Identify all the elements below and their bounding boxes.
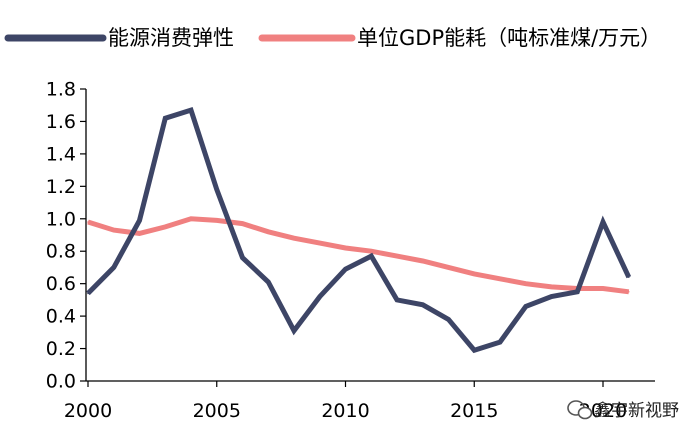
data-point-series-1 (87, 292, 89, 295)
data-point-series-1 (190, 109, 192, 111)
data-point-series-1 (164, 117, 167, 119)
data-point-series-1 (396, 299, 398, 301)
y-tick-label: 1.2 (46, 176, 76, 198)
y-tick-label: 1.6 (46, 111, 76, 133)
series-line-1 (86, 106, 632, 354)
y-tick-label: 0.2 (46, 338, 76, 360)
data-point-series-1 (602, 221, 604, 223)
data-point-series-2 (241, 222, 244, 225)
data-point-series-1 (447, 318, 450, 321)
y-tick-label: 0.6 (46, 273, 76, 295)
data-point-series-2 (215, 219, 218, 222)
y-tick-label: 0.0 (46, 371, 76, 393)
data-point-series-1 (524, 305, 527, 308)
data-point-series-2 (267, 230, 270, 233)
watermark-text: 鑫宇新视野 (594, 401, 679, 421)
data-point-series-2 (473, 273, 476, 275)
axes: 0.0 0.2 0.4 0.6 0.8 1.0 1.2 1.4 1.6 1.8 2000 2005 20… (46, 79, 655, 422)
x-tick-label: 2015 (450, 400, 498, 422)
data-point-series-1 (576, 290, 579, 293)
data-point-series-2 (396, 255, 398, 257)
x-tick-label: 2000 (64, 400, 112, 422)
legend-label-series-1: 能源消费弹性 (108, 26, 234, 50)
y-tick-label: 0.8 (46, 241, 76, 263)
data-point-series-2 (164, 226, 167, 228)
data-point-series-1 (344, 268, 347, 270)
data-point-series-2 (344, 247, 347, 249)
data-point-series-1 (499, 341, 501, 343)
data-point-series-2 (550, 286, 553, 288)
y-tick-label: 0.4 (46, 306, 76, 328)
data-point-series-2 (499, 278, 501, 280)
x-tick-label: 2010 (321, 400, 369, 422)
data-point-series-1 (318, 295, 321, 298)
data-point-series-1 (267, 281, 270, 283)
data-point-series-2 (87, 221, 89, 223)
legend-label-series-2: 单位GDP能耗（吨标准煤/万元） (357, 26, 661, 50)
data-point-series-2 (447, 266, 450, 269)
data-point-series-1 (241, 256, 244, 259)
data-point-series-2 (138, 232, 141, 235)
data-point-series-2 (318, 242, 321, 244)
data-point-series-1 (293, 329, 295, 332)
data-point-series-1 (550, 295, 553, 298)
data-point-series-2 (112, 229, 115, 231)
data-point-series-2 (293, 237, 295, 240)
y-tick-label: 1.8 (46, 79, 76, 101)
data-point-series-2 (602, 287, 604, 290)
data-point-series-1 (421, 303, 424, 306)
data-point-series-1 (473, 349, 476, 351)
data-point-series-2 (524, 282, 527, 285)
x-tick-label: 2005 (193, 400, 241, 422)
data-point-series-2 (421, 260, 424, 262)
data-point-series-2 (370, 250, 373, 253)
y-tick-label: 1.0 (46, 208, 76, 230)
data-point-series-1 (627, 276, 630, 278)
data-point-series-2 (627, 290, 630, 293)
data-point-series-1 (112, 266, 115, 269)
wechat-icon (567, 400, 593, 420)
data-point-series-1 (370, 255, 373, 257)
data-point-series-1 (215, 188, 218, 191)
y-tick-label: 1.4 (46, 143, 76, 165)
legend: 能源消费弹性 单位GDP能耗（吨标准煤/万元） (4, 26, 661, 50)
watermark: 鑫宇新视野 (567, 400, 679, 421)
data-point-series-1 (138, 219, 141, 222)
series-line-2 (87, 216, 630, 295)
series-layer (86, 106, 632, 354)
data-point-series-2 (190, 217, 192, 220)
